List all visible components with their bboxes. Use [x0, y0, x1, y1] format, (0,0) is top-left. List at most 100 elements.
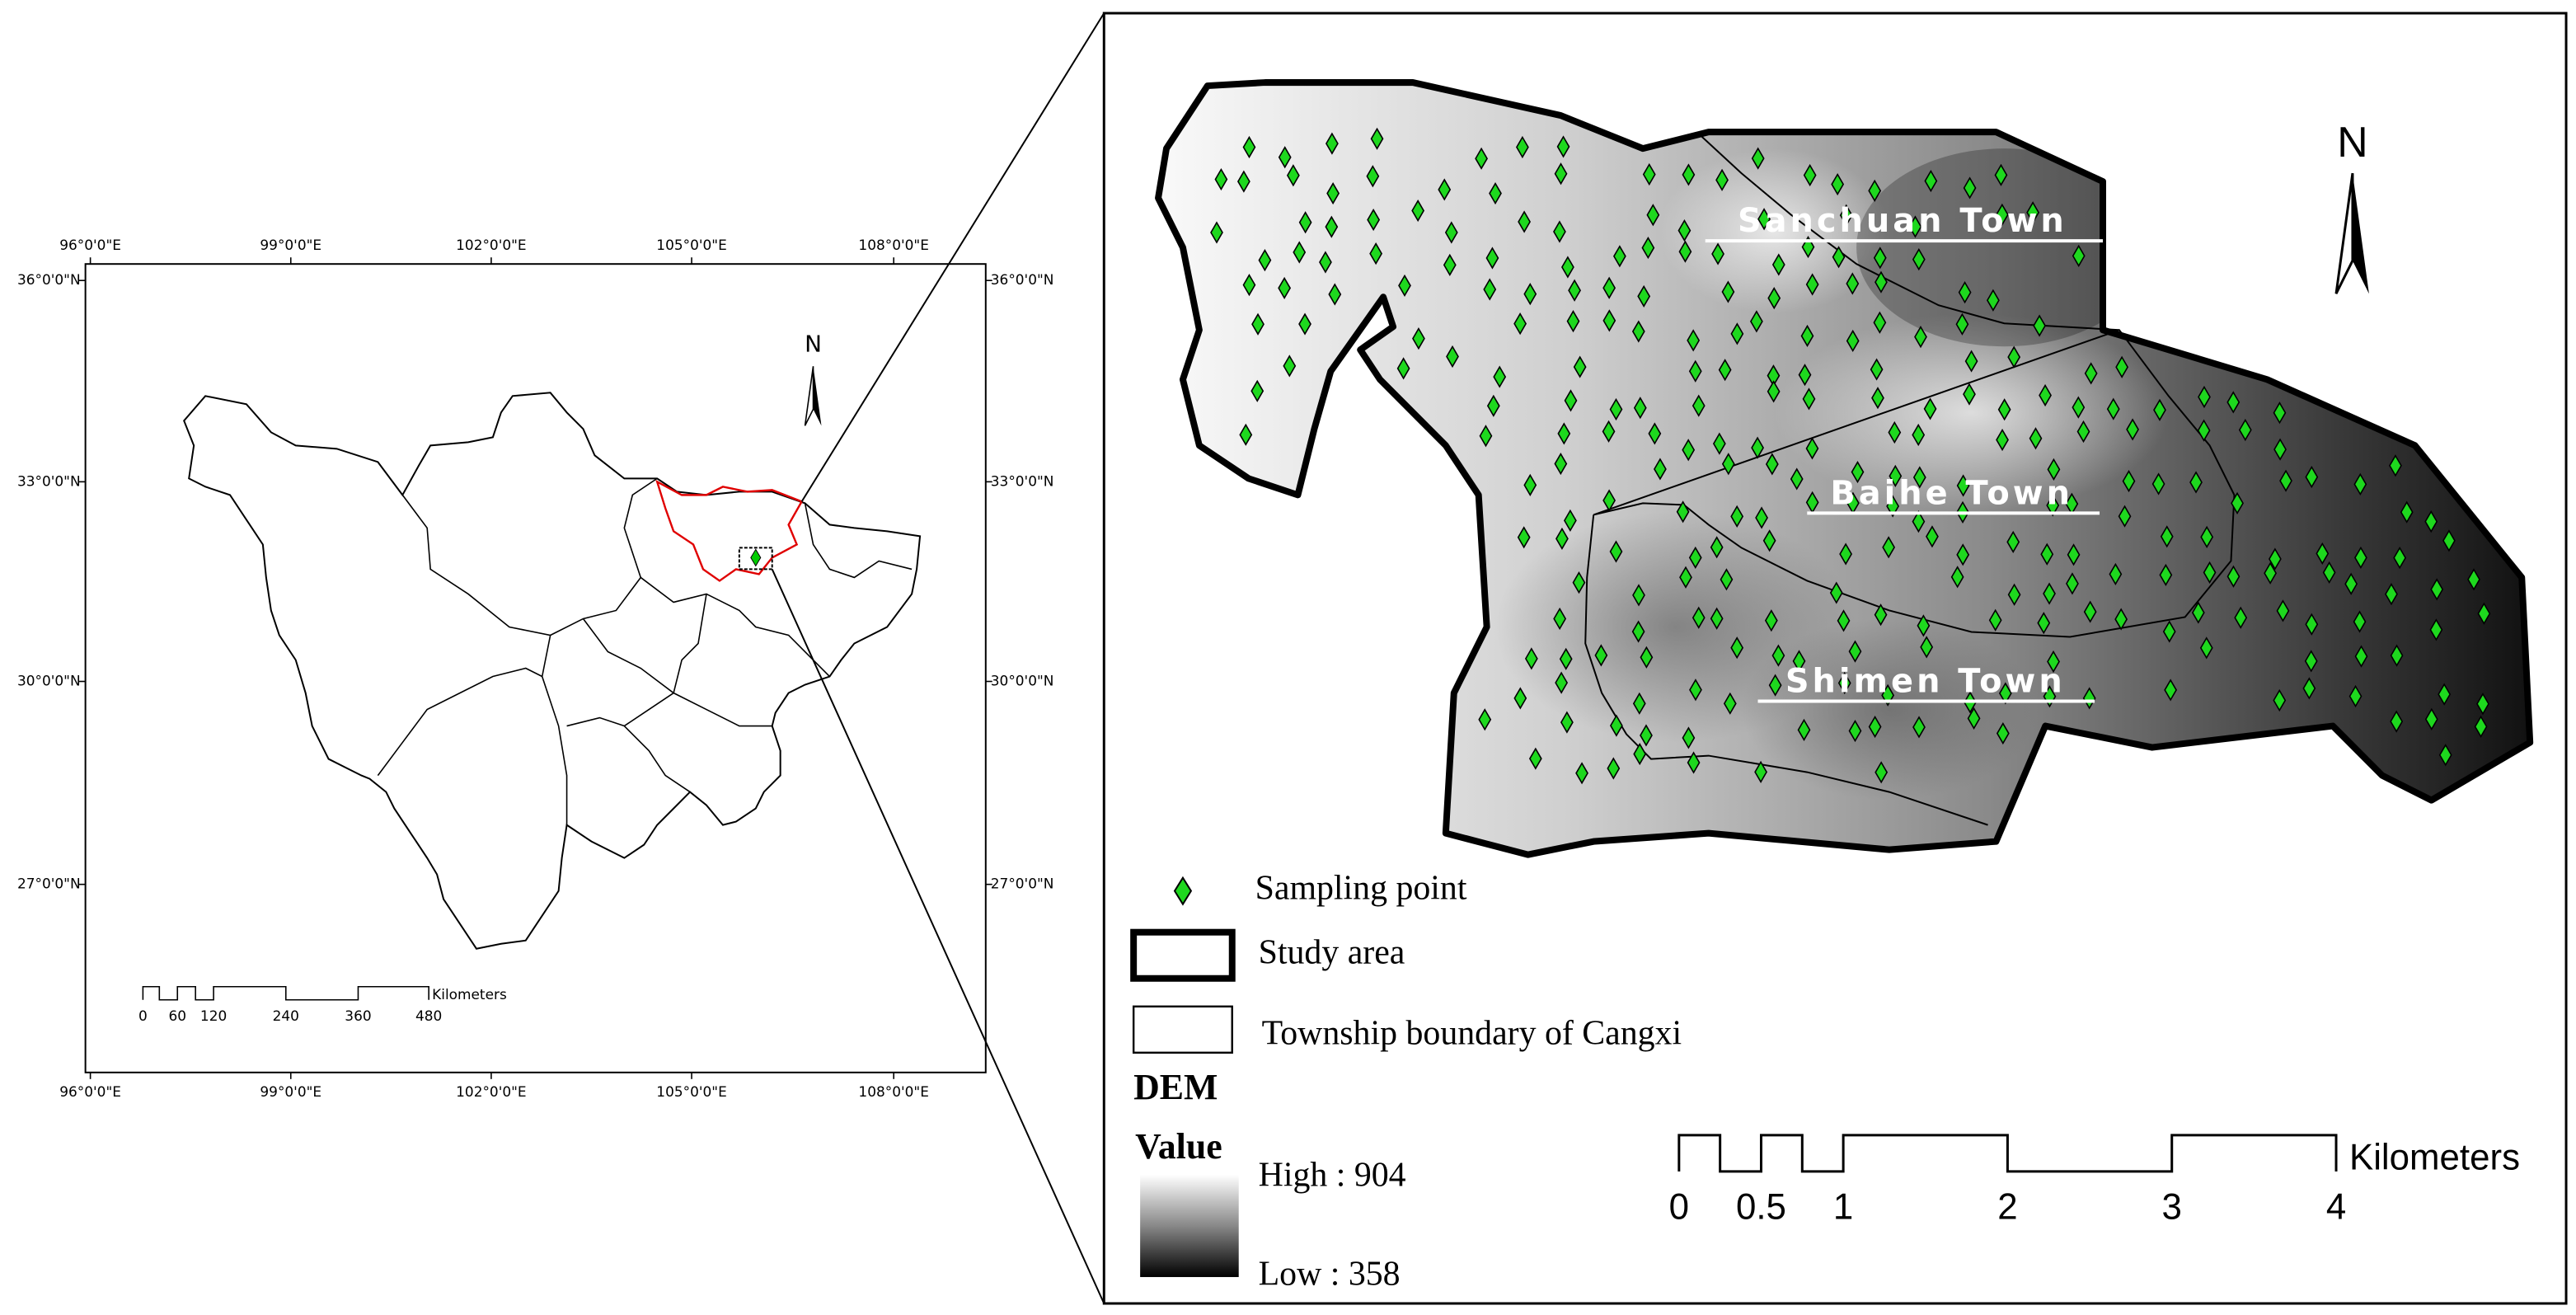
sampling-point: [1679, 566, 1692, 589]
sampling-point: [1923, 397, 1937, 420]
sampling-point: [1792, 650, 1806, 673]
sampling-point: [1750, 310, 1763, 333]
sampling-point: [1493, 365, 1507, 388]
sampling-point: [1325, 215, 1339, 238]
cangxi-county-region: [655, 479, 804, 582]
sampling-point: [1411, 199, 1425, 223]
sampling-point: [1475, 147, 1488, 170]
sampling-point: [2273, 402, 2287, 425]
legend-label: Study area: [1259, 933, 1405, 971]
sampling-point: [2231, 491, 2244, 514]
study-map: Sanchuan Town Baihe Town Shimen Town N S…: [1102, 12, 2568, 1305]
sampling-point: [1848, 640, 1862, 663]
sampling-point: [2353, 610, 2367, 633]
longitude-label: 108°0'0"E: [858, 1084, 928, 1101]
sampling-point: [2083, 600, 2097, 623]
sampling-point: [1995, 203, 2009, 226]
sampling-point: [1839, 204, 1853, 227]
scale-bar: [1677, 1134, 2338, 1173]
sampling-point: [1687, 329, 1701, 352]
prefecture-boundary: [541, 635, 568, 825]
sampling-point: [1283, 355, 1297, 378]
sampling-point: [1293, 241, 1307, 264]
sampling-point: [2348, 684, 2363, 708]
sampling-point: [1561, 256, 1574, 279]
sampling-point: [1258, 249, 1272, 272]
sampling-point: [1557, 422, 1571, 445]
sampling-point: [1640, 724, 1653, 747]
sampling-point: [2040, 542, 2054, 566]
sampling-point: [1396, 357, 1410, 380]
latitude-label: 33°0'0"N: [991, 473, 1054, 490]
sampling-point: [1637, 284, 1651, 308]
sampling-point: [1868, 715, 1882, 739]
sampling-point: [1846, 329, 1860, 353]
sampling-point: [1242, 274, 1256, 297]
sampling-point: [1871, 387, 1884, 410]
sampling-point: [1868, 179, 1882, 202]
sampling-point: [2199, 636, 2213, 660]
sampling-point: [1914, 326, 1927, 349]
sampling-point: [1326, 181, 1340, 205]
prefecture-boundary: [623, 725, 691, 793]
sampling-point: [1988, 608, 2002, 632]
sampling-point: [2047, 650, 2060, 674]
sampling-point: [1554, 162, 1568, 186]
legend-label: High : 904: [1259, 1156, 1406, 1194]
sampling-point: [2305, 613, 2319, 636]
sampling-point: [1632, 584, 1645, 607]
sampling-point: [1986, 289, 2000, 312]
sampling-point: [1559, 647, 1573, 670]
sampling-point: [1912, 716, 1926, 739]
prefecture-boundary: [377, 667, 543, 777]
prefecture-boundary: [566, 692, 674, 727]
scale-label: 240: [273, 1008, 299, 1025]
latitude-label: 36°0'0"N: [991, 272, 1054, 289]
sampling-point: [1594, 644, 1608, 667]
sampling-point: [2424, 510, 2438, 533]
sampling-point: [1298, 211, 1312, 234]
sampling-point: [1553, 220, 1566, 243]
sampling-point: [2273, 688, 2287, 712]
sampling-point: [2476, 693, 2489, 716]
sampling-point: [1958, 281, 1972, 304]
sampling-point: [1710, 607, 1724, 630]
sampling-point: [1762, 529, 1776, 552]
overview-map: N Kilometers 96°0'0"E 96°0'0"E 99°0'0"E 99°…: [17, 237, 1053, 1101]
sampling-point: [1711, 242, 1724, 265]
north-label: N: [805, 330, 822, 357]
scale-label: 0.5: [1736, 1186, 1786, 1227]
sampling-point: [1908, 215, 1922, 238]
sampling-point: [1692, 606, 1706, 629]
sampling-point: [2043, 582, 2056, 605]
sampling-point: [1800, 324, 1814, 348]
prefecture-boundary: [673, 594, 707, 693]
sampling-point: [1873, 247, 1887, 270]
longitude-label: 108°0'0"E: [858, 237, 928, 254]
sampling-point: [1721, 280, 1735, 303]
sampling-point: [1730, 636, 1744, 660]
sampling-point: [1712, 432, 1726, 455]
sampling-point: [2160, 525, 2174, 548]
sampling-point: [1996, 721, 2010, 745]
sampling-point: [1676, 500, 1690, 524]
sampling-point: [1771, 644, 1785, 667]
sampling-point: [2474, 715, 2488, 738]
sampling-point: [1998, 682, 2012, 705]
sampling-point: [1370, 127, 1384, 150]
dem-raster: [1741, 618, 2038, 801]
study-area-boundary: [1155, 79, 2534, 858]
sampling-point: [1848, 719, 1862, 743]
sampling-point: [1242, 135, 1256, 159]
sampling-point: [2189, 471, 2203, 494]
sampling-point: [2344, 572, 2358, 595]
sampling-point: [1479, 425, 1493, 448]
legend-label: Sampling point: [1255, 869, 1467, 907]
latitude-label: 27°0'0"N: [991, 876, 1054, 893]
sampling-point: [1518, 210, 1531, 233]
sampling-point: [1646, 204, 1660, 227]
sampling-point: [1210, 221, 1223, 244]
study-area-box: [738, 547, 773, 571]
scale-label: 360: [345, 1008, 371, 1025]
